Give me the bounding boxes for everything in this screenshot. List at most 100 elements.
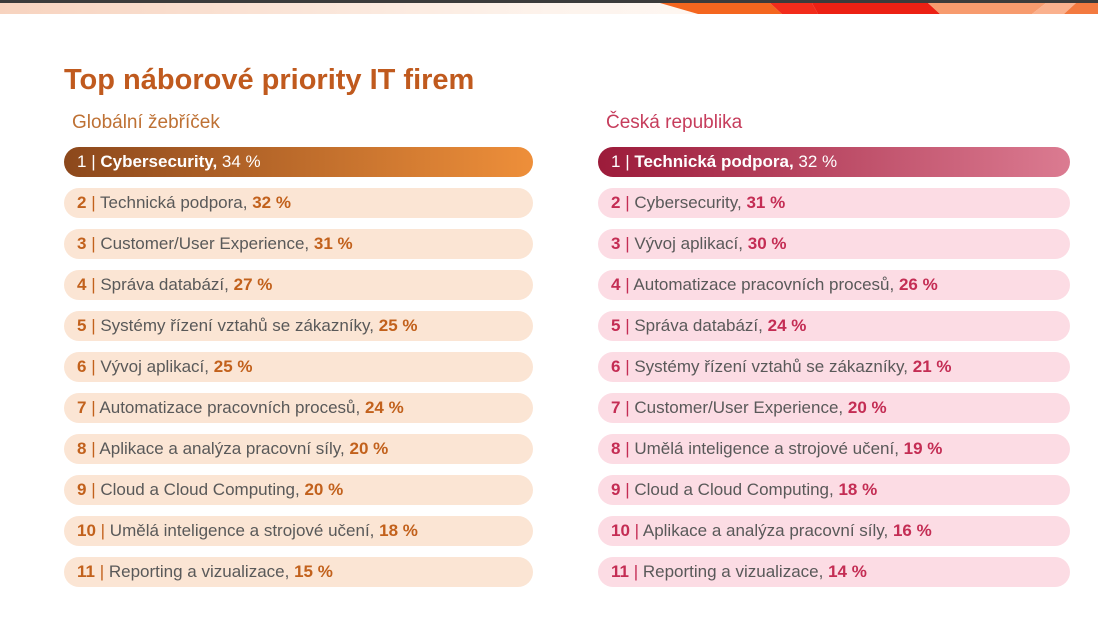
list-item: 1 | Cybersecurity, 34 % bbox=[64, 147, 533, 177]
priority-percentage: 14 % bbox=[828, 562, 867, 581]
list-item: 8 | Aplikace a analýza pracovní síly, 20… bbox=[64, 434, 533, 464]
list-item: 6 | Vývoj aplikací, 25 % bbox=[64, 352, 533, 382]
priority-percentage: 31 % bbox=[313, 234, 353, 253]
priority-percentage: 20 % bbox=[349, 439, 389, 458]
priority-percentage: 16 % bbox=[892, 521, 932, 540]
list-item: 5 | Správa databází, 24 % bbox=[598, 311, 1070, 341]
rank-separator: | bbox=[620, 357, 635, 376]
rank-separator: | bbox=[86, 357, 101, 376]
list-item: 4 | Správa databází, 27 % bbox=[64, 270, 533, 300]
rank-separator: | bbox=[620, 480, 635, 499]
top-dark-line bbox=[0, 0, 1098, 3]
priority-label: Systémy řízení vztahů se zákazníky, bbox=[634, 357, 913, 376]
priority-percentage: 20 % bbox=[847, 398, 887, 417]
column-global: Globální žebříček 1 | Cybersecurity, 34 … bbox=[64, 110, 533, 587]
priority-percentage: 26 % bbox=[898, 275, 938, 294]
priority-percentage: 32 % bbox=[252, 193, 291, 212]
rank-separator: | bbox=[95, 521, 110, 540]
rank-number: 1 bbox=[77, 152, 87, 171]
rank-separator: | bbox=[620, 275, 634, 294]
priority-percentage: 34 % bbox=[221, 152, 261, 171]
list-item: 7 | Automatizace pracovních procesů, 24 … bbox=[64, 393, 533, 423]
priority-label: Customer/User Experience, bbox=[100, 234, 314, 253]
rank-number: 11 bbox=[611, 562, 629, 581]
top-band-gradient bbox=[0, 3, 1098, 14]
priority-label: Cloud a Cloud Computing, bbox=[634, 480, 839, 499]
rank-separator: | bbox=[86, 152, 101, 171]
rank-number: 5 bbox=[611, 316, 621, 335]
rank-separator: | bbox=[86, 275, 101, 294]
list-item: 7 | Customer/User Experience, 20 % bbox=[598, 393, 1070, 423]
main-content: Top náborové priority IT firem Globální … bbox=[64, 64, 1070, 587]
rank-number: 10 bbox=[77, 521, 96, 540]
priority-label: Automatizace pracovních procesů, bbox=[99, 398, 365, 417]
list-item: 6 | Systémy řízení vztahů se zákazníky, … bbox=[598, 352, 1070, 382]
list-item: 4 | Automatizace pracovních procesů, 26 … bbox=[598, 270, 1070, 300]
column-czech-header: Česká republika bbox=[606, 112, 743, 133]
priority-percentage: 21 % bbox=[912, 357, 952, 376]
rank-separator: | bbox=[86, 316, 101, 335]
priority-percentage: 32 % bbox=[798, 152, 838, 171]
rank-number: 8 bbox=[611, 439, 621, 458]
rank-number: 7 bbox=[77, 398, 87, 417]
list-item: 9 | Cloud a Cloud Computing, 20 % bbox=[64, 475, 533, 505]
rank-separator: | bbox=[620, 439, 635, 458]
rank-number: 7 bbox=[611, 398, 621, 417]
rank-separator: | bbox=[628, 562, 643, 581]
rank-number: 6 bbox=[77, 357, 87, 376]
page-title: Top náborové priority IT firem bbox=[64, 64, 475, 96]
priority-percentage: 18 % bbox=[838, 480, 878, 499]
priority-percentage: 24 % bbox=[364, 398, 404, 417]
priority-label: Reporting a vizualizace, bbox=[642, 562, 829, 581]
priority-percentage: 15 % bbox=[294, 562, 333, 581]
rank-number: 4 bbox=[77, 275, 87, 294]
priority-label: Cloud a Cloud Computing, bbox=[100, 480, 305, 499]
rank-number: 6 bbox=[611, 357, 621, 376]
priority-percentage: 24 % bbox=[767, 316, 807, 335]
rank-number: 8 bbox=[77, 439, 87, 458]
list-item: 3 | Vývoj aplikací, 30 % bbox=[598, 229, 1070, 259]
rank-separator: | bbox=[86, 193, 101, 212]
priority-label: Aplikace a analýza pracovní síly, bbox=[642, 521, 893, 540]
priority-percentage: 27 % bbox=[233, 275, 273, 294]
rank-separator: | bbox=[629, 521, 643, 540]
priority-label: Customer/User Experience, bbox=[634, 398, 848, 417]
rank-separator: | bbox=[620, 234, 635, 253]
list-item: 5 | Systémy řízení vztahů se zákazníky, … bbox=[64, 311, 533, 341]
list-item: 2 | Cybersecurity, 31 % bbox=[598, 188, 1070, 218]
column-czech-rows: 1 | Technická podpora, 32 % 2 | Cybersecu… bbox=[598, 147, 1070, 587]
priority-label: Správa databází, bbox=[634, 316, 768, 335]
top-decorative-band bbox=[0, 0, 1098, 14]
priority-label: Umělá inteligence a strojové učení, bbox=[634, 439, 904, 458]
column-global-rows: 1 | Cybersecurity, 34 % 2 | Technická pod… bbox=[64, 147, 533, 587]
priority-label: Vývoj aplikací, bbox=[100, 357, 214, 376]
priority-percentage: 31 % bbox=[746, 193, 786, 212]
rank-number: 3 bbox=[77, 234, 87, 253]
rank-number: 4 bbox=[611, 275, 621, 294]
rank-number: 1 bbox=[611, 152, 621, 171]
priority-label: Cybersecurity, bbox=[100, 152, 222, 171]
priority-percentage: 30 % bbox=[747, 234, 787, 253]
rank-separator: | bbox=[86, 439, 100, 458]
rank-number: 11 bbox=[77, 562, 95, 581]
rank-number: 2 bbox=[77, 193, 87, 212]
column-czech: Česká republika 1 | Technická podpora, 3… bbox=[598, 110, 1070, 587]
priority-label: Cybersecurity, bbox=[634, 193, 747, 212]
priority-label: Vývoj aplikací, bbox=[634, 234, 748, 253]
list-item: 11 | Reporting a vizualizace, 15 % bbox=[64, 557, 533, 587]
priority-label: Systémy řízení vztahů se zákazníky, bbox=[100, 316, 379, 335]
priority-percentage: 19 % bbox=[903, 439, 943, 458]
list-item: 1 | Technická podpora, 32 % bbox=[598, 147, 1070, 177]
list-item: 2 | Technická podpora, 32 % bbox=[64, 188, 533, 218]
rank-separator: | bbox=[86, 234, 101, 253]
rank-number: 10 bbox=[611, 521, 630, 540]
list-item: 8 | Umělá inteligence a strojové učení, … bbox=[598, 434, 1070, 464]
priority-percentage: 20 % bbox=[304, 480, 344, 499]
list-item: 11 | Reporting a vizualizace, 14 % bbox=[598, 557, 1070, 587]
priority-label: Správa databází, bbox=[100, 275, 234, 294]
top-band-polygons bbox=[660, 3, 1098, 14]
priority-label: Reporting a vizualizace, bbox=[108, 562, 295, 581]
rank-separator: | bbox=[94, 562, 109, 581]
rank-separator: | bbox=[620, 152, 635, 171]
